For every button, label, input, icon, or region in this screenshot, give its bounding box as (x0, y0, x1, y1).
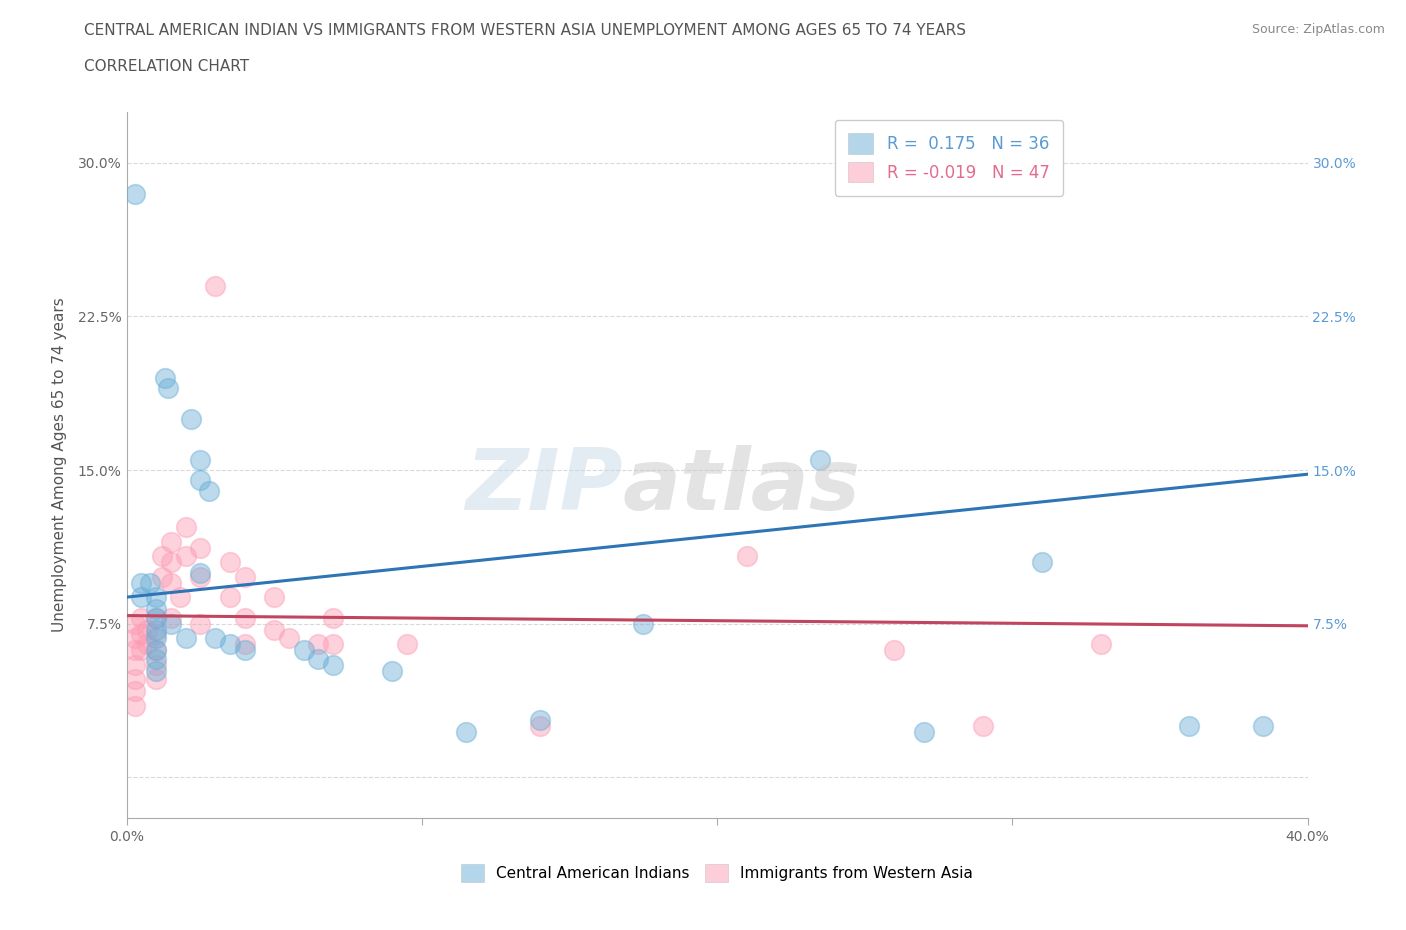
Point (145, 622, 167, 637)
Point (912, 724, 935, 739)
Point (1031, 555, 1053, 570)
Point (145, 643, 167, 658)
Text: CORRELATION CHART: CORRELATION CHART (84, 59, 249, 73)
Point (972, 719, 994, 734)
Point (145, 602, 167, 617)
Point (456, 724, 478, 739)
Point (124, 617, 146, 631)
Point (188, 617, 212, 631)
Point (124, 631, 146, 645)
Point (735, 549, 758, 564)
Point (136, 622, 159, 637)
Point (292, 643, 315, 658)
Point (129, 610, 153, 625)
Point (169, 590, 191, 604)
Point (322, 658, 344, 672)
Text: ZIP: ZIP (465, 445, 623, 527)
Point (278, 631, 301, 645)
Point (263, 590, 285, 604)
Point (124, 684, 146, 698)
Point (145, 658, 167, 672)
Point (160, 576, 183, 591)
Point (188, 473, 212, 488)
Point (150, 549, 173, 564)
Point (160, 610, 183, 625)
Point (124, 186, 146, 201)
Point (396, 637, 419, 652)
Point (145, 627, 167, 642)
Point (188, 565, 212, 580)
Point (145, 590, 167, 604)
Point (145, 671, 167, 686)
Point (219, 555, 242, 570)
Point (129, 576, 153, 591)
Point (381, 663, 404, 678)
Point (1253, 719, 1275, 734)
Point (883, 643, 905, 658)
Point (174, 520, 197, 535)
Point (188, 540, 212, 555)
Point (145, 610, 167, 625)
Point (124, 658, 146, 672)
Point (219, 590, 242, 604)
Point (204, 631, 226, 645)
Point (174, 549, 197, 564)
Point (124, 643, 146, 658)
Point (156, 380, 179, 395)
Point (145, 663, 167, 678)
Point (204, 278, 226, 293)
Point (529, 712, 551, 727)
Point (322, 637, 344, 652)
Point (136, 637, 159, 652)
Point (124, 698, 146, 713)
Point (308, 637, 330, 652)
Point (160, 617, 183, 631)
Point (174, 631, 197, 645)
Point (233, 569, 256, 584)
Point (129, 590, 153, 604)
Point (633, 617, 655, 631)
Point (188, 569, 212, 584)
Point (308, 651, 330, 666)
Point (150, 569, 173, 584)
Point (529, 719, 551, 734)
Point (233, 643, 256, 658)
Point (153, 370, 176, 385)
Text: CENTRAL AMERICAN INDIAN VS IMMIGRANTS FROM WESTERN ASIA UNEMPLOYMENT AMONG AGES : CENTRAL AMERICAN INDIAN VS IMMIGRANTS FR… (84, 23, 966, 38)
Point (198, 484, 221, 498)
Point (263, 622, 285, 637)
Point (145, 631, 167, 645)
Point (160, 535, 183, 550)
Point (145, 643, 167, 658)
Point (219, 637, 242, 652)
Legend: Central American Indians, Immigrants from Western Asia: Central American Indians, Immigrants fro… (456, 857, 979, 888)
Point (233, 637, 256, 652)
Text: atlas: atlas (623, 445, 860, 527)
Point (124, 671, 146, 686)
Point (145, 610, 167, 625)
Point (145, 651, 167, 666)
Point (129, 643, 153, 658)
Point (180, 411, 202, 426)
Point (233, 610, 256, 625)
Point (160, 555, 183, 570)
Point (1090, 637, 1112, 652)
Point (129, 627, 153, 642)
Text: Source: ZipAtlas.com: Source: ZipAtlas.com (1251, 23, 1385, 36)
Point (810, 452, 832, 467)
Y-axis label: Unemployment Among Ages 65 to 74 years: Unemployment Among Ages 65 to 74 years (52, 298, 66, 632)
Point (188, 452, 212, 467)
Point (139, 576, 162, 591)
Point (1178, 719, 1201, 734)
Point (322, 610, 344, 625)
